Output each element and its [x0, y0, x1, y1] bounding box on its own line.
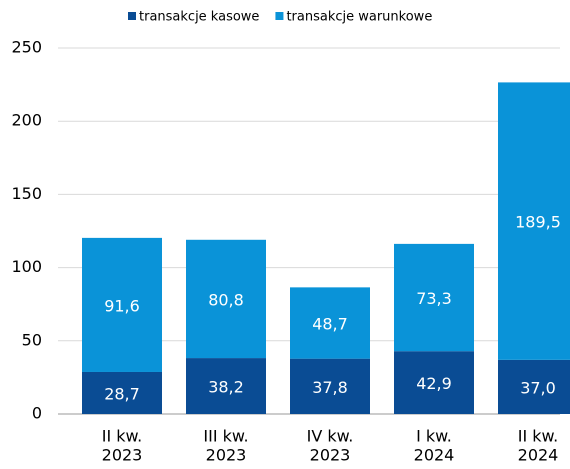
x-tick-label: 2023	[310, 446, 351, 465]
value-label: 80,8	[208, 290, 244, 309]
x-tick-label: 2023	[206, 446, 247, 465]
y-tick-label: 250	[11, 38, 42, 57]
bar-segment	[186, 239, 266, 359]
value-label: 37,8	[312, 378, 348, 397]
bar-segment	[394, 243, 474, 352]
x-tick-label: II kw.	[518, 427, 559, 446]
legend-label: transakcje warunkowe	[286, 10, 432, 25]
y-tick-label: 200	[11, 111, 42, 130]
x-tick-label: 2023	[102, 446, 143, 465]
x-tick-label: IV kw.	[307, 427, 354, 446]
value-label: 189,5	[515, 213, 561, 232]
y-tick-label: 50	[22, 330, 42, 349]
bar-segment	[498, 82, 570, 360]
value-label: 28,7	[104, 384, 140, 403]
x-tick-label: II kw.	[102, 427, 143, 446]
bar-segment	[82, 371, 162, 414]
bar-segment	[82, 237, 162, 372]
value-label: 42,9	[416, 374, 452, 393]
value-label: 91,6	[104, 296, 140, 315]
value-label: 37,0	[520, 378, 556, 397]
bar-segment	[290, 358, 370, 414]
x-tick-label: III kw.	[203, 427, 248, 446]
x-tick-label: 2024	[414, 446, 455, 465]
legend-label: transakcje kasowe	[139, 10, 259, 25]
value-label: 73,3	[416, 289, 452, 308]
x-tick-label: 2024	[518, 446, 559, 465]
value-label: 48,7	[312, 315, 348, 334]
legend-swatch	[128, 12, 136, 20]
y-tick-label: 0	[32, 404, 42, 423]
x-tick-label: I kw.	[416, 427, 452, 446]
bar-segment	[394, 351, 474, 414]
y-tick-label: 100	[11, 257, 42, 276]
value-label: 38,2	[208, 378, 244, 397]
bar-segment	[498, 359, 570, 414]
legend-swatch	[275, 12, 284, 20]
bar-segment	[290, 287, 370, 359]
bar-segment	[186, 358, 266, 414]
y-tick-label: 150	[11, 184, 42, 203]
